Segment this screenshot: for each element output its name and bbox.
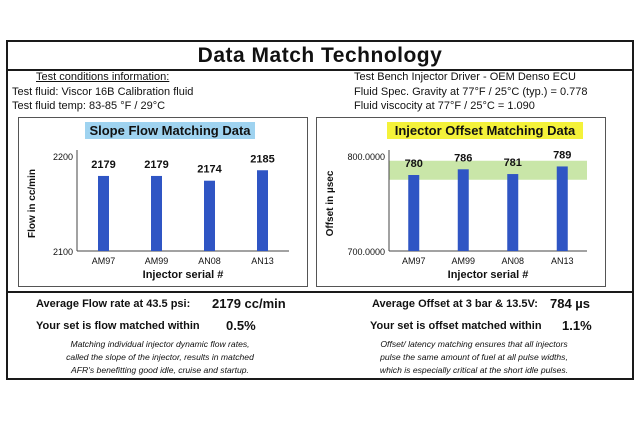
offset-note-line-1: Offset/ latency matching ensures that al…: [380, 339, 568, 349]
chart1-xlabel: Injector serial #: [448, 269, 529, 281]
avg-offset-value: 784 µs: [550, 296, 591, 311]
chart0-bar-am99: [151, 175, 162, 251]
offset-note-line-3: which is especially critical at the shor…: [379, 365, 569, 375]
chart1-data-label-am99: 786: [454, 152, 472, 164]
offset-note: Offset/ latency matching ensures that al…: [324, 338, 624, 377]
injector-driver-text: Test Bench Injector Driver - OEM Denso E…: [354, 71, 576, 83]
avg-flow-label: Average Flow rate at 43.5 psi:: [36, 298, 191, 310]
chart1-bar-am99: [457, 169, 469, 251]
injector-offset-chart: Injector Offset Matching Data 800.0000 700…: [325, 122, 587, 281]
chart1-xtick-am99: AM99: [451, 256, 475, 266]
chart0-xtick-am97: AM97: [92, 256, 116, 266]
flow-match-label: Your set is flow matched within: [36, 320, 200, 332]
chart1-title-badge: [387, 122, 583, 139]
chart1-xtick-an08: AN08: [501, 256, 524, 266]
slope-note: Matching individual injector dynamic flo…: [10, 338, 310, 377]
chart0-data-label-an08: 2174: [197, 164, 222, 176]
charts-bottom-divider: [8, 291, 632, 293]
chart0-ytick-bottom: 2100: [53, 247, 73, 257]
test-fluid-temp-text: Test fluid temp: 83-85 °F / 29°C: [12, 100, 166, 112]
chart1-data-label-am97: 780: [405, 158, 423, 170]
chart0-data-label-am97: 2179: [91, 159, 115, 171]
injector-offset-chart-panel: Injector Offset Matching Data 800.0000 700…: [316, 117, 606, 287]
fluid-viscosity-text: Fluid viscocity at 77°F / 25°C = 1.090: [354, 100, 535, 112]
chart1-bar-an08: [507, 174, 519, 251]
avg-flow-value: 2179 cc/min: [212, 296, 286, 311]
chart1-title: Injector Offset Matching Data: [395, 123, 576, 138]
chart1-data-label-an13: 789: [553, 149, 571, 161]
chart0-ytick-top: 2200: [53, 152, 73, 162]
chart0-xtick-an13: AN13: [251, 256, 274, 266]
chart1-ytick-bottom: 700.0000: [347, 247, 385, 257]
slope-note-line-3: AFR's benefitting good idle, cruise and …: [71, 365, 249, 375]
data-match-sheet: Data Match Technology Test conditions in…: [6, 40, 634, 380]
chart0-data-label-an13: 2185: [250, 153, 274, 165]
chart1-highlight-band: [389, 160, 587, 180]
chart0-data-label-am99: 2179: [144, 159, 168, 171]
chart0-bar-an13: [257, 170, 268, 251]
chart0-title: Slope Flow Matching Data: [89, 123, 251, 138]
slope-note-line-2: called the slope of the injector, result…: [66, 352, 254, 362]
flow-match-value: 0.5%: [226, 318, 256, 333]
chart1-ylabel: Offset in µsec: [325, 170, 336, 236]
chart0-bar-am97: [98, 175, 109, 251]
chart0-xtick-am99: AM99: [145, 256, 169, 266]
specific-gravity-text: Fluid Spec. Gravity at 77°F / 25°C (typ.…: [354, 86, 588, 98]
offset-match-label: Your set is offset matched within: [370, 320, 542, 332]
test-fluid-text: Test fluid: Viscor 16B Calibration fluid: [12, 86, 194, 98]
chart1-bar-an13: [556, 166, 568, 251]
offset-match-value: 1.1%: [562, 318, 592, 333]
chart1-data-label-an08: 781: [504, 157, 522, 169]
chart1-xtick-an13: AN13: [551, 256, 574, 266]
title-divider: [8, 69, 632, 71]
page-title: Data Match Technology: [197, 44, 443, 67]
chart0-ylabel: Flow in cc/min: [27, 169, 38, 238]
avg-offset-label: Average Offset at 3 bar & 13.5V:: [372, 298, 538, 310]
chart1-xtick-am97: AM97: [402, 256, 426, 266]
chart1-ytick-top: 800.0000: [347, 152, 385, 162]
slope-flow-chart-panel: Slope Flow Matching Data 2200 2100 Flow in …: [18, 117, 308, 287]
offset-note-line-2: pulse the same amount of fuel at all pul…: [380, 352, 568, 362]
slope-flow-chart: Slope Flow Matching Data 2200 2100 Flow in …: [27, 122, 289, 281]
chart0-bar-an08: [204, 180, 215, 251]
slope-note-line-1: Matching individual injector dynamic flo…: [70, 339, 250, 349]
chart1-bar-am97: [408, 175, 420, 251]
chart0-title-badge: [85, 122, 255, 139]
chart0-xtick-an08: AN08: [198, 256, 221, 266]
chart0-xlabel: Injector serial #: [143, 269, 224, 281]
test-conditions-header: Test conditions information:: [36, 71, 170, 83]
